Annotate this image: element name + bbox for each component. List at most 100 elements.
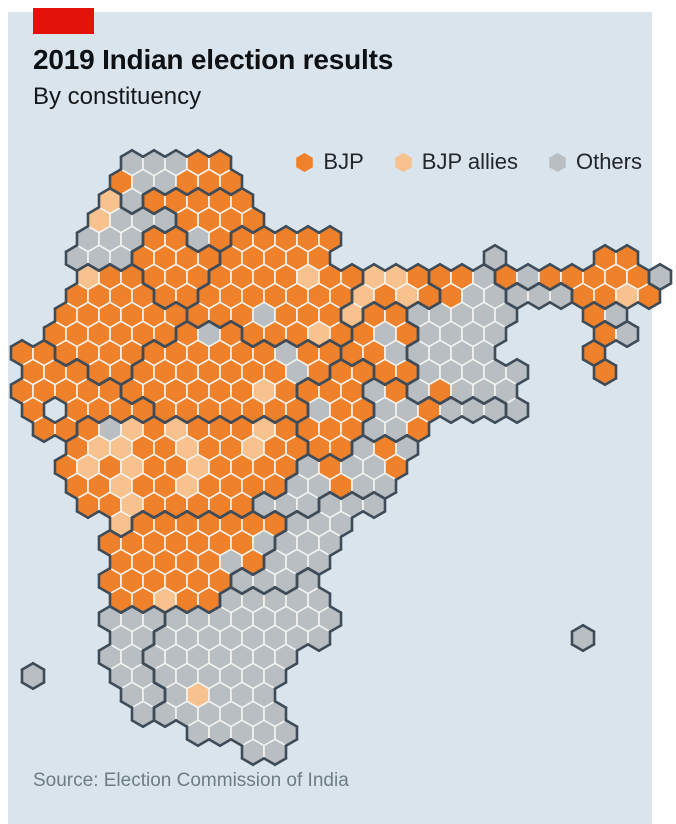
state-border-segment xyxy=(218,414,233,424)
state-border-segment xyxy=(9,396,24,406)
state-border-segment xyxy=(482,415,497,425)
bjp-hex-swatch-shape xyxy=(296,152,314,172)
state-border-segment xyxy=(31,338,46,348)
state-border-segment xyxy=(97,187,112,196)
state-border-segment xyxy=(416,434,431,444)
state-border-segment xyxy=(86,414,101,424)
state-border-segment xyxy=(97,510,112,520)
state-border-segment xyxy=(152,699,167,709)
state-border-segment xyxy=(482,395,497,405)
state-border-segment xyxy=(152,149,167,158)
state-border-segment xyxy=(361,395,376,405)
state-border-segment xyxy=(108,681,123,691)
state-border-segment xyxy=(328,357,343,367)
state-border-segment xyxy=(449,415,464,425)
state-border-segment xyxy=(141,414,156,424)
state-border-segment xyxy=(603,377,618,387)
state-border-segment xyxy=(163,149,178,158)
legend: BJP BJP allies Others xyxy=(295,149,642,175)
state-border-segment xyxy=(141,642,156,652)
state-border-segment xyxy=(53,414,68,424)
state-border-segment xyxy=(273,757,288,767)
state-border-segment xyxy=(240,509,255,519)
state-border-segment xyxy=(405,376,420,386)
bjp-allies-hex-swatch-icon xyxy=(395,152,412,172)
state-border-segment xyxy=(163,509,178,519)
state-border-segment xyxy=(185,604,200,614)
state-border-segment xyxy=(273,681,288,691)
state-border-segment xyxy=(284,338,299,348)
state-border-segment xyxy=(119,604,134,614)
state-border-segment xyxy=(42,338,57,348)
state-border-segment xyxy=(482,244,497,253)
state-border-segment xyxy=(251,757,266,767)
state-border-segment xyxy=(20,338,35,348)
state-border-segment xyxy=(207,187,222,196)
state-border-segment xyxy=(515,281,530,291)
state-border-segment xyxy=(119,262,134,272)
state-border-segment xyxy=(119,700,134,710)
state-border-segment xyxy=(152,623,167,633)
state-border-segment xyxy=(526,301,541,311)
state-border-segment xyxy=(504,300,519,310)
state-border-segment xyxy=(394,300,409,310)
state-border-segment xyxy=(163,719,178,729)
state-border-segment xyxy=(372,433,387,443)
state-border-segment xyxy=(482,262,497,272)
state-border-segment xyxy=(614,339,629,349)
state-border-segment xyxy=(262,490,277,500)
state-border-segment xyxy=(416,262,431,272)
state-border-segment xyxy=(108,376,123,386)
state-border-segment xyxy=(262,338,277,348)
state-border-segment xyxy=(240,187,255,196)
state-border-segment xyxy=(251,566,266,576)
legend-item-bjp-allies: BJP allies xyxy=(394,149,518,175)
state-border-segment xyxy=(108,604,123,614)
state-border-segment xyxy=(328,490,343,500)
state-border-segment xyxy=(570,301,585,311)
legend-label-bjp-allies: BJP allies xyxy=(421,149,518,174)
state-border-segment xyxy=(31,661,46,671)
state-border-segment xyxy=(295,452,310,462)
state-border-segment xyxy=(383,433,398,443)
state-border-segment xyxy=(97,548,112,558)
state-border-segment xyxy=(97,586,112,596)
state-border-segment xyxy=(141,719,156,729)
state-border-segment xyxy=(295,509,310,519)
state-border-segment xyxy=(185,319,200,329)
state-border-segment xyxy=(537,262,552,272)
state-border-segment xyxy=(218,738,233,748)
bjp-allies-hex-swatch-shape xyxy=(395,152,412,172)
state-border-segment xyxy=(372,510,387,520)
economist-red-tag xyxy=(33,8,94,34)
state-border-segment xyxy=(295,433,310,443)
state-border-segment xyxy=(9,338,24,348)
state-border-segment xyxy=(614,244,629,253)
state-border-segment xyxy=(196,414,211,424)
state-border-segment xyxy=(152,338,167,348)
state-border-segment xyxy=(592,338,607,348)
state-border-segment xyxy=(174,509,189,519)
state-border-segment xyxy=(416,395,431,405)
state-border-segment xyxy=(515,395,530,405)
state-border-segment xyxy=(273,225,288,234)
state-border-segment xyxy=(97,414,112,424)
state-border-segment xyxy=(504,320,519,330)
state-border-segment xyxy=(570,643,585,653)
state-border-segment xyxy=(174,187,189,196)
state-border-segment xyxy=(614,319,629,329)
state-border-segment xyxy=(196,509,211,519)
state-border-segment xyxy=(251,338,266,348)
state-border-segment xyxy=(471,262,486,272)
state-border-segment xyxy=(339,452,354,462)
state-border-segment xyxy=(581,300,596,310)
state-border-segment xyxy=(449,262,464,272)
state-border-segment xyxy=(141,395,156,405)
state-border-segment xyxy=(350,281,365,291)
state-border-segment xyxy=(658,282,673,292)
state-border-segment xyxy=(592,377,607,387)
others-hex-swatch-shape xyxy=(549,152,566,172)
state-border-segment xyxy=(108,528,123,538)
state-border-segment xyxy=(130,604,145,614)
